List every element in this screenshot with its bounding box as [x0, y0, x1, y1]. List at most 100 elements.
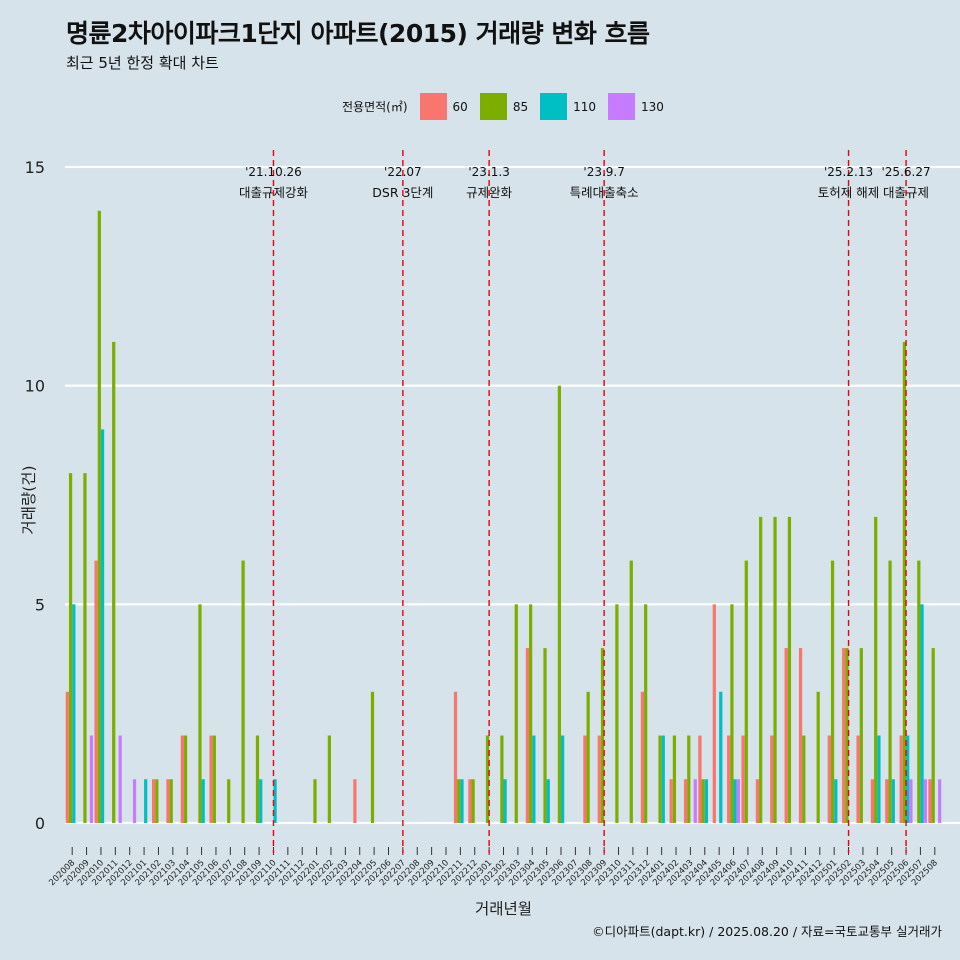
bar-60-202409: [770, 735, 774, 823]
bar-110-202405: [719, 691, 723, 823]
legend-item-110: 110: [540, 93, 596, 120]
bar-85-202403: [687, 735, 691, 823]
bar-85-202304: [529, 604, 533, 823]
bar-85-202102: [155, 779, 159, 823]
bar-85-202504: [874, 516, 878, 823]
bar-110-202110: [273, 779, 277, 823]
bar-130-202403: [693, 779, 697, 823]
bar-60-202402: [669, 779, 673, 823]
bar-85-202406: [730, 604, 734, 823]
event-text-label: 규제완화: [466, 185, 513, 200]
source-caption: ©디아파트(dapt.kr) / 2025.08.20 / 자료=국토교통부 실…: [592, 924, 942, 939]
bar-85-202311: [629, 560, 633, 823]
bar-85-202506: [902, 341, 907, 823]
bar-60-202411: [798, 648, 803, 823]
bar-85-202502: [845, 648, 849, 823]
bar-85-202303: [514, 604, 518, 823]
bar-110-202305: [546, 779, 550, 823]
legend-item-85: 85: [479, 93, 529, 120]
bar-60-202211: [453, 691, 458, 823]
bar-85-202306: [557, 385, 562, 823]
bar-110-202304: [532, 735, 536, 823]
bar-85-202301: [485, 735, 490, 823]
bar-85-202107: [227, 779, 231, 823]
y-tick-label: 15: [25, 158, 45, 177]
bar-85-202201: [313, 779, 317, 823]
bar-60-202410: [784, 648, 788, 823]
bar-130-202508: [938, 779, 942, 823]
legend-swatch-110: [540, 93, 568, 120]
legend-label-130: 130: [641, 99, 664, 114]
bar-60-202212: [468, 779, 472, 823]
legend-label-85: 85: [512, 99, 529, 114]
bar-85-202106: [212, 735, 216, 823]
legend-swatch-60: [419, 93, 447, 120]
bar-85-202507: [917, 560, 921, 823]
bar-130-202507: [923, 779, 927, 823]
bar-110-202211: [460, 779, 464, 823]
bar-85-202105: [198, 604, 202, 823]
bar-110-202306: [561, 735, 565, 823]
event-date-label: '25.2.13: [824, 165, 873, 179]
bar-85-202305: [543, 648, 547, 823]
bar-110-202404: [704, 779, 709, 823]
bar-60-202204: [353, 779, 357, 823]
bar-110-202507: [920, 604, 924, 823]
bar-60-202408: [755, 779, 760, 823]
bar-110-202105: [201, 779, 205, 823]
bar-60-202103: [166, 779, 170, 823]
legend-item-130: 130: [608, 93, 664, 120]
bar-60-202501: [827, 735, 831, 823]
bar-60-202312: [640, 691, 645, 823]
event-date-label: '22.07: [384, 165, 422, 179]
bar-85-202309: [600, 648, 605, 823]
bar-130-202012: [132, 779, 137, 823]
bar-85-202508: [931, 648, 935, 823]
bar-110-202010: [100, 429, 105, 823]
bar-110-202401: [661, 735, 665, 823]
y-tick-label: 5: [35, 595, 45, 614]
bar-85-202202: [327, 735, 331, 823]
bar-85-202501: [830, 560, 835, 823]
legend-title: 전용면적(㎡): [342, 100, 408, 114]
bar-60-202104: [180, 735, 184, 823]
bar-60-202309: [597, 735, 601, 823]
bar-85-202109: [255, 735, 260, 823]
bar-60-202504: [870, 779, 875, 823]
event-text-label: DSR 3단계: [372, 185, 433, 200]
bar-60-202406: [727, 735, 731, 823]
chart-title: 명륜2차아이파크1단지 아파트(2015) 거래량 변화 흐름: [66, 19, 650, 48]
bar-110-202406: [733, 779, 737, 823]
bar-60-202008: [65, 691, 69, 823]
legend-swatch-130: [608, 93, 635, 120]
bar-130-202506: [909, 779, 913, 823]
bar-60-202407: [741, 735, 745, 823]
bar-60-202505: [885, 779, 889, 823]
bar-60-202404: [698, 735, 702, 823]
bar-85-202108: [241, 560, 245, 823]
bar-110-202008: [72, 604, 76, 823]
bar-85-202310: [615, 604, 619, 823]
bar-110-202302: [503, 779, 507, 823]
bar-110-202505: [891, 779, 895, 823]
bar-85-202205: [370, 691, 375, 823]
bar-130-202406: [736, 779, 741, 823]
bar-110-202109: [259, 779, 263, 823]
event-date-label: '21.10.26: [245, 165, 302, 179]
event-date-label: '25.6.27: [882, 165, 931, 179]
bar-60-202304: [525, 648, 530, 823]
bar-85-202011: [112, 341, 116, 823]
legend-swatch-85: [479, 93, 507, 120]
bar-85-202211: [457, 779, 461, 823]
event-text-label: 대출규제: [883, 185, 929, 200]
legend-label-110: 110: [573, 99, 596, 114]
bar-85-202401: [658, 735, 662, 823]
bar-85-202404: [701, 779, 705, 823]
legend-label-60: 60: [452, 99, 468, 114]
bar-85-202503: [859, 648, 863, 823]
bar-60-202405: [712, 604, 716, 823]
bar-60-202403: [683, 779, 688, 823]
bar-85-202411: [802, 735, 806, 823]
bar-85-202302: [500, 735, 504, 823]
bar-110-202506: [906, 735, 910, 823]
